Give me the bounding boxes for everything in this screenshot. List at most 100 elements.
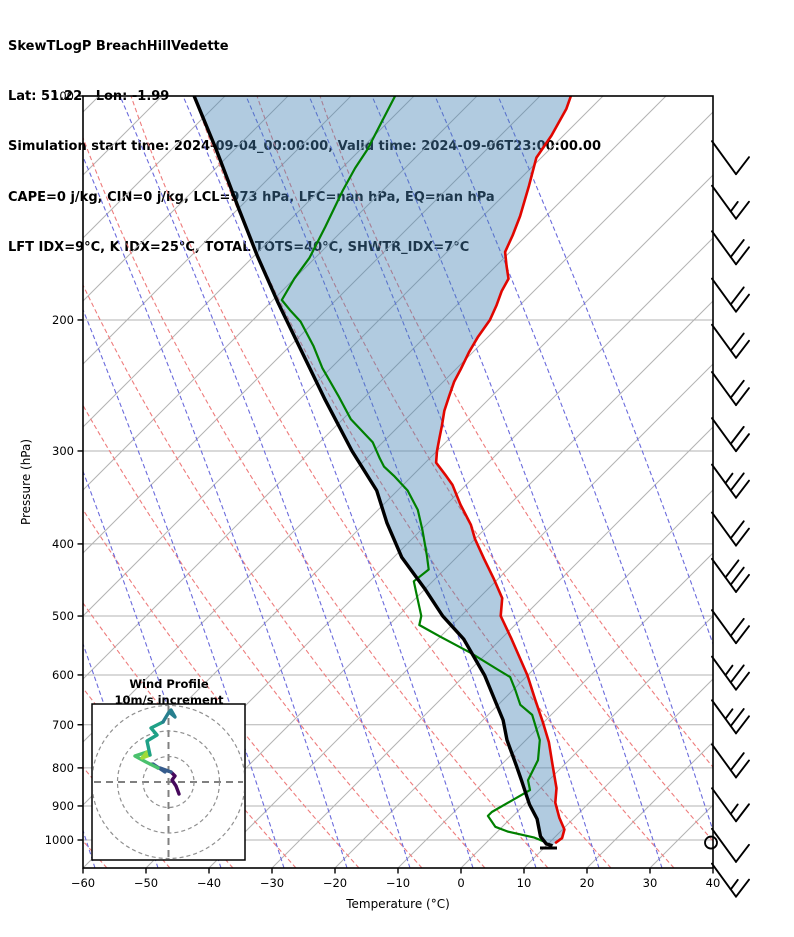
barb-staff	[711, 417, 737, 453]
y-tick-label: 400	[52, 537, 74, 551]
barb-feather	[735, 293, 750, 313]
y-tick-label: 800	[52, 761, 74, 775]
wind-barb	[711, 787, 750, 823]
wind-barb	[711, 463, 750, 499]
barb-staff	[711, 827, 737, 863]
barb-feather	[729, 286, 745, 306]
x-tick-label: −40	[197, 876, 221, 890]
x-tick-label: −20	[323, 876, 347, 890]
wind-barb	[711, 417, 750, 453]
barb-feather	[729, 239, 745, 258]
dry-adiabat-line	[130, 96, 612, 868]
barb-feather	[735, 573, 750, 593]
y-tick-label: 900	[52, 799, 74, 813]
moist-adiabat-line	[182, 96, 474, 868]
barb-feather	[729, 664, 745, 684]
barb-staff	[711, 371, 737, 407]
isotherm-line	[334, 489, 713, 868]
barb-half-feather	[729, 200, 739, 213]
barb-feather	[735, 843, 750, 863]
hodograph-ring	[142, 755, 195, 809]
hodograph-trace-segment	[161, 708, 177, 724]
barb-feather	[735, 878, 750, 898]
hodograph-trace-segment	[145, 720, 165, 757]
cape-area	[194, 96, 571, 846]
moist-adiabat-line	[119, 96, 411, 868]
barb-staff	[711, 230, 737, 266]
y-tick-label: 700	[52, 718, 74, 732]
barb-staff	[711, 323, 737, 359]
barb-staff	[711, 743, 737, 779]
y-axis-label: Pressure (hPa)	[19, 439, 33, 525]
barb-staff	[711, 699, 737, 735]
isotherm-line	[271, 426, 713, 868]
barb-feather	[735, 387, 750, 407]
barb-feather	[735, 200, 750, 220]
dry-adiabat-line	[256, 96, 713, 842]
isotherm-line	[83, 96, 352, 365]
isotherm-line	[208, 363, 713, 868]
wind-barb	[711, 277, 750, 313]
barb-staff	[711, 655, 737, 691]
isotherm-line	[83, 96, 226, 239]
barb-feather	[729, 752, 745, 772]
wind-barb	[711, 699, 750, 735]
temperature-curve	[434, 96, 573, 845]
barb-feather	[735, 715, 750, 735]
x-tick-label: −60	[71, 876, 95, 890]
isotherm-line	[83, 96, 289, 302]
barb-feather	[735, 246, 750, 266]
wind-barbs	[704, 140, 750, 898]
barb-feather	[735, 759, 750, 779]
y-tick-label: 1000	[45, 833, 74, 847]
moist-adiabat-line	[308, 96, 600, 868]
hodograph-trace-segment	[140, 750, 152, 760]
cape-shading	[194, 96, 571, 846]
wind-barb	[711, 184, 750, 220]
barb-half-feather	[729, 803, 739, 815]
wind-barb	[711, 655, 750, 691]
barb-feather	[735, 671, 750, 691]
inset-title-line2: 10m/s increment	[115, 693, 224, 707]
wind-barb	[711, 827, 750, 863]
barb-staff	[711, 862, 737, 898]
barb-staff	[711, 184, 737, 220]
barb-feather	[724, 559, 740, 579]
barb-staff	[711, 463, 737, 499]
moist-adiabat-line	[434, 96, 713, 833]
dewpoint-curve	[280, 96, 547, 844]
barb-feather	[729, 708, 745, 728]
y-tick-label: 300	[52, 444, 74, 458]
barb-half-feather	[724, 708, 734, 720]
moist-adiabat-line	[497, 96, 713, 646]
isotherm-line	[83, 111, 713, 743]
moist-adiabat-line	[371, 96, 663, 868]
axes-frame: −60 −50 −40 −30 −20 −10 0 10 20 30 40 100 200 300 400 5…	[45, 89, 721, 890]
barb-feather	[729, 472, 745, 492]
y-tick-label: 100	[52, 89, 74, 103]
barb-feather	[729, 617, 745, 637]
barb-staff	[711, 787, 737, 823]
wind-barb	[711, 862, 750, 898]
isotherm-line	[523, 678, 713, 868]
barb-feather	[735, 625, 750, 645]
hodograph-trace-segment	[169, 770, 181, 796]
dry-adiabat-line	[83, 508, 360, 868]
calm-wind-circle	[704, 835, 718, 850]
x-tick-label: 0	[457, 876, 464, 890]
dry-adiabat-line	[193, 96, 675, 868]
barb-feather	[729, 379, 745, 399]
hodograph-ring	[116, 730, 221, 834]
barb-half-feather	[729, 878, 739, 891]
parcel-curve	[192, 96, 553, 848]
barb-feather	[735, 433, 750, 453]
isotherm-line	[649, 804, 713, 868]
dry-adiabat-line	[83, 283, 486, 868]
wind-barb	[711, 371, 750, 407]
dry-adiabat-line	[319, 96, 713, 769]
barb-staff	[711, 609, 737, 645]
isotherm-line	[83, 96, 478, 491]
inset-title-line1: Wind Profile	[129, 677, 209, 691]
